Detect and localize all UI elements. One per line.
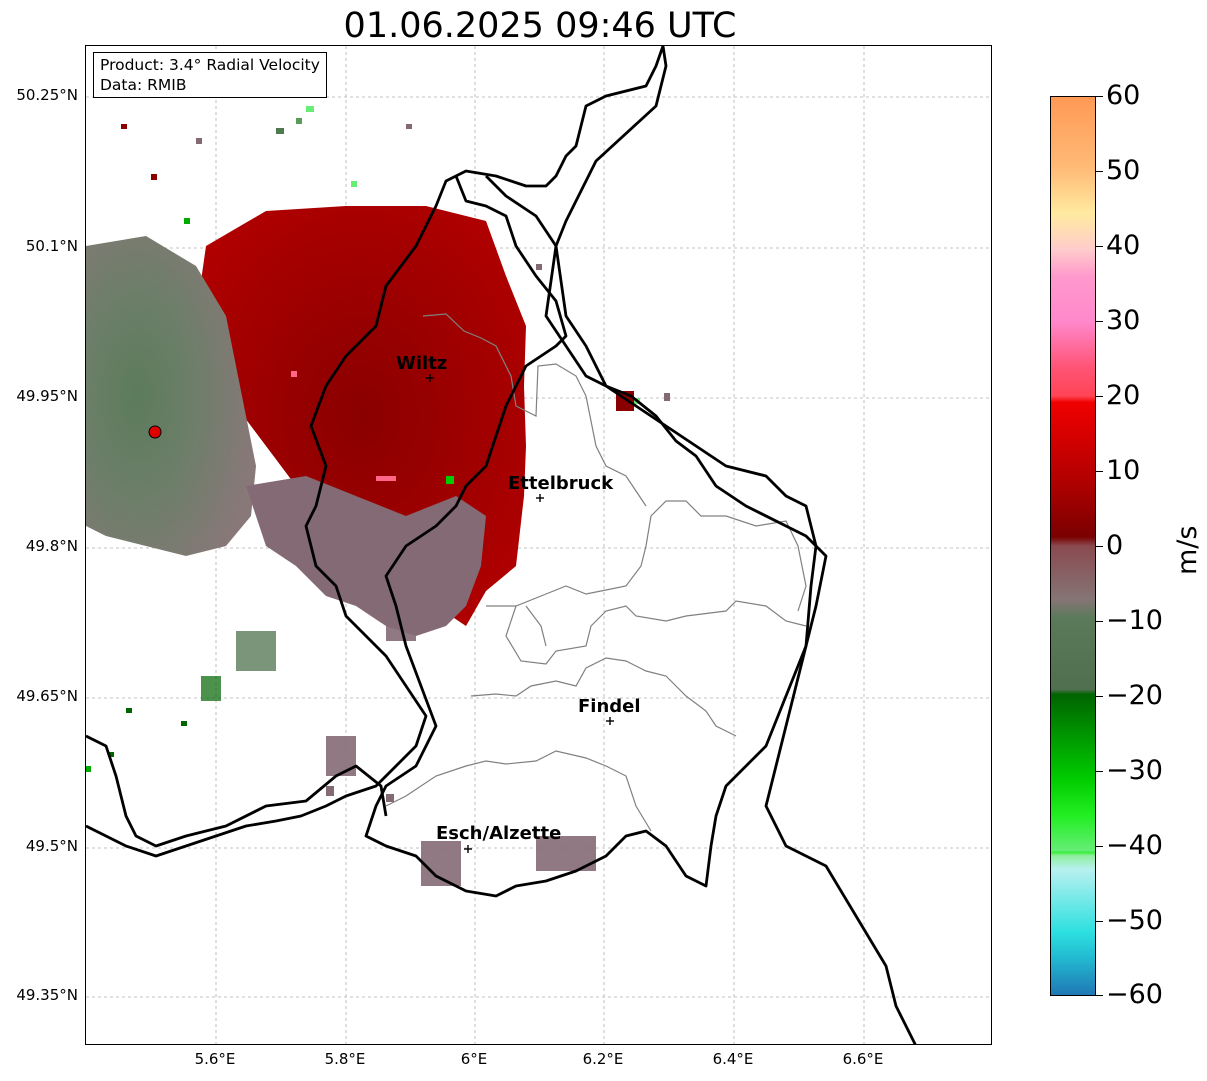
data-source-label: Data: RMIB [100,76,187,94]
city-label-findel: Findel [578,696,641,717]
colorbar [1050,96,1096,996]
colorbar-tick-label: −50 [1106,905,1163,936]
colorbar-tick-label: 0 [1106,530,1124,561]
product-label: Product: 3.4° Radial Velocity [100,56,320,74]
echo-speckles [86,106,670,886]
map-panel[interactable]: Wiltz Ettelbruck Findel Esch/Alzette [85,45,992,1045]
canton-borders [385,313,807,832]
lat-tick-label: 49.65°N [16,687,78,705]
colorbar-tick-label: 40 [1106,230,1141,261]
city-markers [426,374,614,853]
colorbar-tick-label: 50 [1106,155,1141,186]
city-label-wiltz: Wiltz [396,353,447,374]
colorbar-tick-label: −40 [1106,830,1163,861]
city-marker-ettelbruck [536,494,544,502]
national-borders [86,46,917,1044]
city-marker-esch [464,845,472,853]
echo-near-radar [86,236,256,556]
lon-tick-label: 6.6°E [842,1050,884,1068]
lat-tick-label: 49.8°N [25,537,78,555]
lon-tick-label: 5.8°E [324,1050,366,1068]
lon-tick-label: 6°E [460,1050,488,1068]
lon-tick-label: 6.4°E [712,1050,754,1068]
france-belgium-border [86,734,388,848]
lat-tick-label: 49.35°N [16,986,78,1004]
lon-tick-label: 5.6°E [194,1050,236,1068]
city-marker-wiltz [426,374,434,382]
product-info-box: Product: 3.4° Radial Velocity Data: RMIB [93,52,327,98]
city-label-esch: Esch/Alzette [436,823,561,844]
chart-title: 01.06.2025 09:46 UTC [343,6,737,46]
city-marker-findel [606,717,614,725]
lon-tick-label: 6.2°E [582,1050,624,1068]
lat-tick-label: 49.95°N [16,387,78,405]
colorbar-tick-label: −60 [1106,979,1163,1010]
lat-tick-label: 50.25°N [16,86,78,104]
colorbar-tick-label: 60 [1106,80,1141,111]
echo-grey-south [246,476,486,636]
radar-site-marker [148,425,162,439]
belgium-germany-border [86,46,665,858]
colorbar-tick-label: 30 [1106,305,1141,336]
luxembourg-belgium-border [364,175,818,898]
radar-echoes [86,106,670,886]
colorbar-tick-label: 20 [1106,380,1141,411]
lat-tick-label: 49.5°N [25,837,78,855]
colorbar-tick-label: −20 [1106,680,1163,711]
colorbar-tick-label: −30 [1106,755,1163,786]
city-labels: Wiltz Ettelbruck Findel Esch/Alzette [396,353,641,844]
colorbar-tick-label: −10 [1106,605,1163,636]
lat-tick-label: 50.1°N [25,237,78,255]
colorbar-unit-label: m/s [1172,525,1203,575]
germany-east-border [544,46,917,1044]
colorbar-tick-label: 10 [1106,455,1141,486]
radar-map[interactable]: Wiltz Ettelbruck Findel Esch/Alzette [86,46,992,1045]
city-label-ettelbruck: Ettelbruck [508,473,614,494]
